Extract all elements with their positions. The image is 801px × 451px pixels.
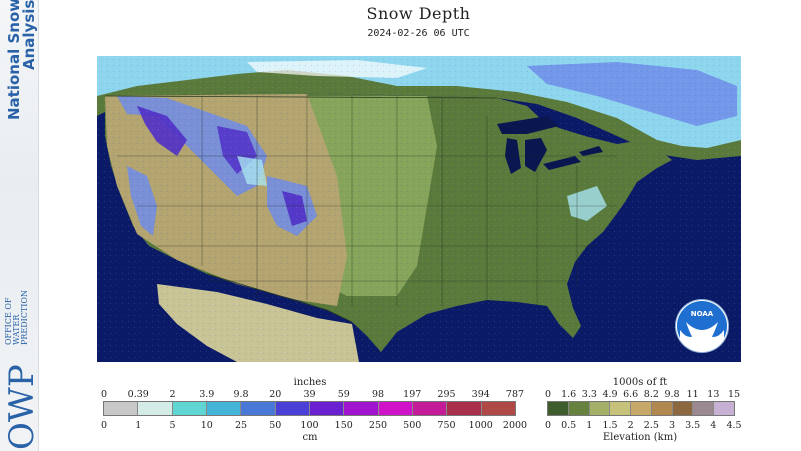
snow_legend-top-tick-label: 2 [169, 389, 176, 400]
great-lakes [497, 116, 559, 134]
elevation_legend-bottom-tick-label: 1.5 [602, 420, 618, 431]
elevation_legend-top-tick-label: 3.3 [581, 389, 597, 400]
snow_legend-swatch [447, 402, 482, 415]
snow_legend-swatch [309, 402, 345, 415]
elevation_legend-top-tick-label: 1.6 [561, 389, 577, 400]
elevation-colorbar [547, 401, 735, 416]
noaa-logo-text: NOAA [691, 310, 714, 318]
snow_legend-top-tick-label: 20 [269, 389, 282, 400]
elevation-legend-top-unit: 1000s of ft [612, 377, 668, 388]
snow_legend-bottom-tick-label: 5 [169, 420, 176, 431]
elevation_legend-swatch [651, 402, 673, 415]
snow_legend-top-tick-label: 59 [337, 389, 350, 400]
owp-logo-line3: PREDICTION [20, 290, 29, 345]
snow_legend-top-tick-label: 39 [303, 389, 316, 400]
elevation_legend-top-tick-label: 0 [544, 389, 552, 400]
elevation_legend-top-tick-label: 13 [707, 389, 720, 400]
snow_legend-top-tick-label: 394 [471, 389, 490, 400]
elevation_legend-top-tick-label: 15 [727, 389, 741, 400]
elevation_legend-bottom-tick-label: 3 [668, 420, 676, 431]
elevation-legend-bottom-unit: Elevation (km) [602, 432, 678, 443]
snow_legend-top-tick-label: 9.8 [233, 389, 249, 400]
snow_legend-top-tick-label: 0 [100, 389, 108, 400]
snow_legend-bottom-tick-label: 1 [135, 420, 142, 431]
snow_legend-swatch [172, 402, 207, 415]
snow_legend-swatch [104, 402, 139, 415]
snow_legend-top-tick-label: 787 [505, 389, 525, 400]
elevation_legend-top-tick-label: 8.2 [643, 389, 659, 400]
elevation_legend-swatch [589, 402, 611, 415]
snow-depth-map [97, 56, 741, 362]
snow-legend-top-unit: inches [293, 377, 327, 388]
elevation_legend-top-tick-label: 11 [686, 389, 699, 400]
map-timestamp: 2024-02-26 06 UTC [367, 28, 470, 39]
elevation_legend-swatch [568, 402, 590, 415]
snow_legend-bottom-tick-label: 500 [403, 420, 422, 431]
snow_legend-swatch [344, 402, 379, 415]
elevation_legend-bottom-tick-label: 0.5 [561, 420, 577, 431]
snow_legend-bottom-tick-label: 25 [234, 420, 248, 431]
snow_legend-swatch [206, 402, 242, 415]
elevation_legend-bottom-tick-label: 0 [544, 420, 552, 431]
snow_legend-swatch [241, 402, 276, 415]
snow_legend-bottom-tick-label: 1000 [468, 420, 493, 431]
snow_legend-bottom-tick-label: 750 [437, 420, 456, 431]
snow_legend-bottom-tick-label: 10 [200, 420, 213, 431]
snow_legend-top-tick-label: 3.9 [199, 389, 215, 400]
snow_legend-top-tick-label: 197 [403, 389, 422, 400]
snow_legend-swatch [481, 402, 515, 415]
snow_legend-bottom-tick-label: 100 [300, 420, 319, 431]
elevation_legend-bottom-tick-label: 4.5 [726, 420, 742, 431]
snow_legend-bottom-tick-label: 150 [334, 420, 353, 431]
elevation_legend-swatch [672, 402, 694, 415]
snow_legend-top-tick-label: 98 [371, 389, 385, 400]
noaa-logo: NOAA [676, 300, 728, 352]
snow-depth-colorbar [103, 401, 516, 416]
elevation_legend-top-tick-label: 4.9 [602, 389, 618, 400]
elevation_legend-bottom-tick-label: 4 [710, 420, 717, 431]
snow_legend-top-tick-label: 295 [437, 389, 456, 400]
snow_legend-bottom-tick-label: 250 [368, 420, 388, 431]
elevation_legend-swatch [693, 402, 715, 415]
elevation_legend-bottom-tick-label: 3.5 [685, 420, 701, 431]
elevation_legend-top-tick-label: 6.6 [623, 389, 639, 400]
elevation_legend-top-tick-label: 9.8 [664, 389, 680, 400]
snow_legend-swatch [412, 402, 448, 415]
map-title: Snow Depth [366, 4, 471, 23]
snow_legend-bottom-tick-label: 0 [100, 420, 108, 431]
elevation_legend-bottom-tick-label: 2.5 [643, 420, 659, 431]
snow_legend-top-tick-label: 0.39 [127, 389, 149, 400]
snow_legend-bottom-tick-label: 50 [269, 420, 282, 431]
elevation_legend-bottom-tick-label: 1 [586, 420, 593, 431]
elevation_legend-bottom-tick-label: 2 [627, 420, 634, 431]
snow_legend-swatch [275, 402, 310, 415]
snow_legend-bottom-tick-label: 2000 [502, 420, 528, 431]
snow_legend-swatch [378, 402, 413, 415]
snow-legend-bottom-unit: cm [302, 432, 318, 443]
elevation_legend-swatch [631, 402, 652, 415]
owp-logo-letters: OWP [2, 364, 39, 450]
snow_legend-swatch [138, 402, 173, 415]
elevation_legend-swatch [548, 402, 569, 415]
elevation_legend-swatch [714, 402, 735, 415]
elevation_legend-swatch [610, 402, 632, 415]
owp-sidebar: National Snow Analysis OFFICE OF WATER P… [0, 0, 39, 451]
